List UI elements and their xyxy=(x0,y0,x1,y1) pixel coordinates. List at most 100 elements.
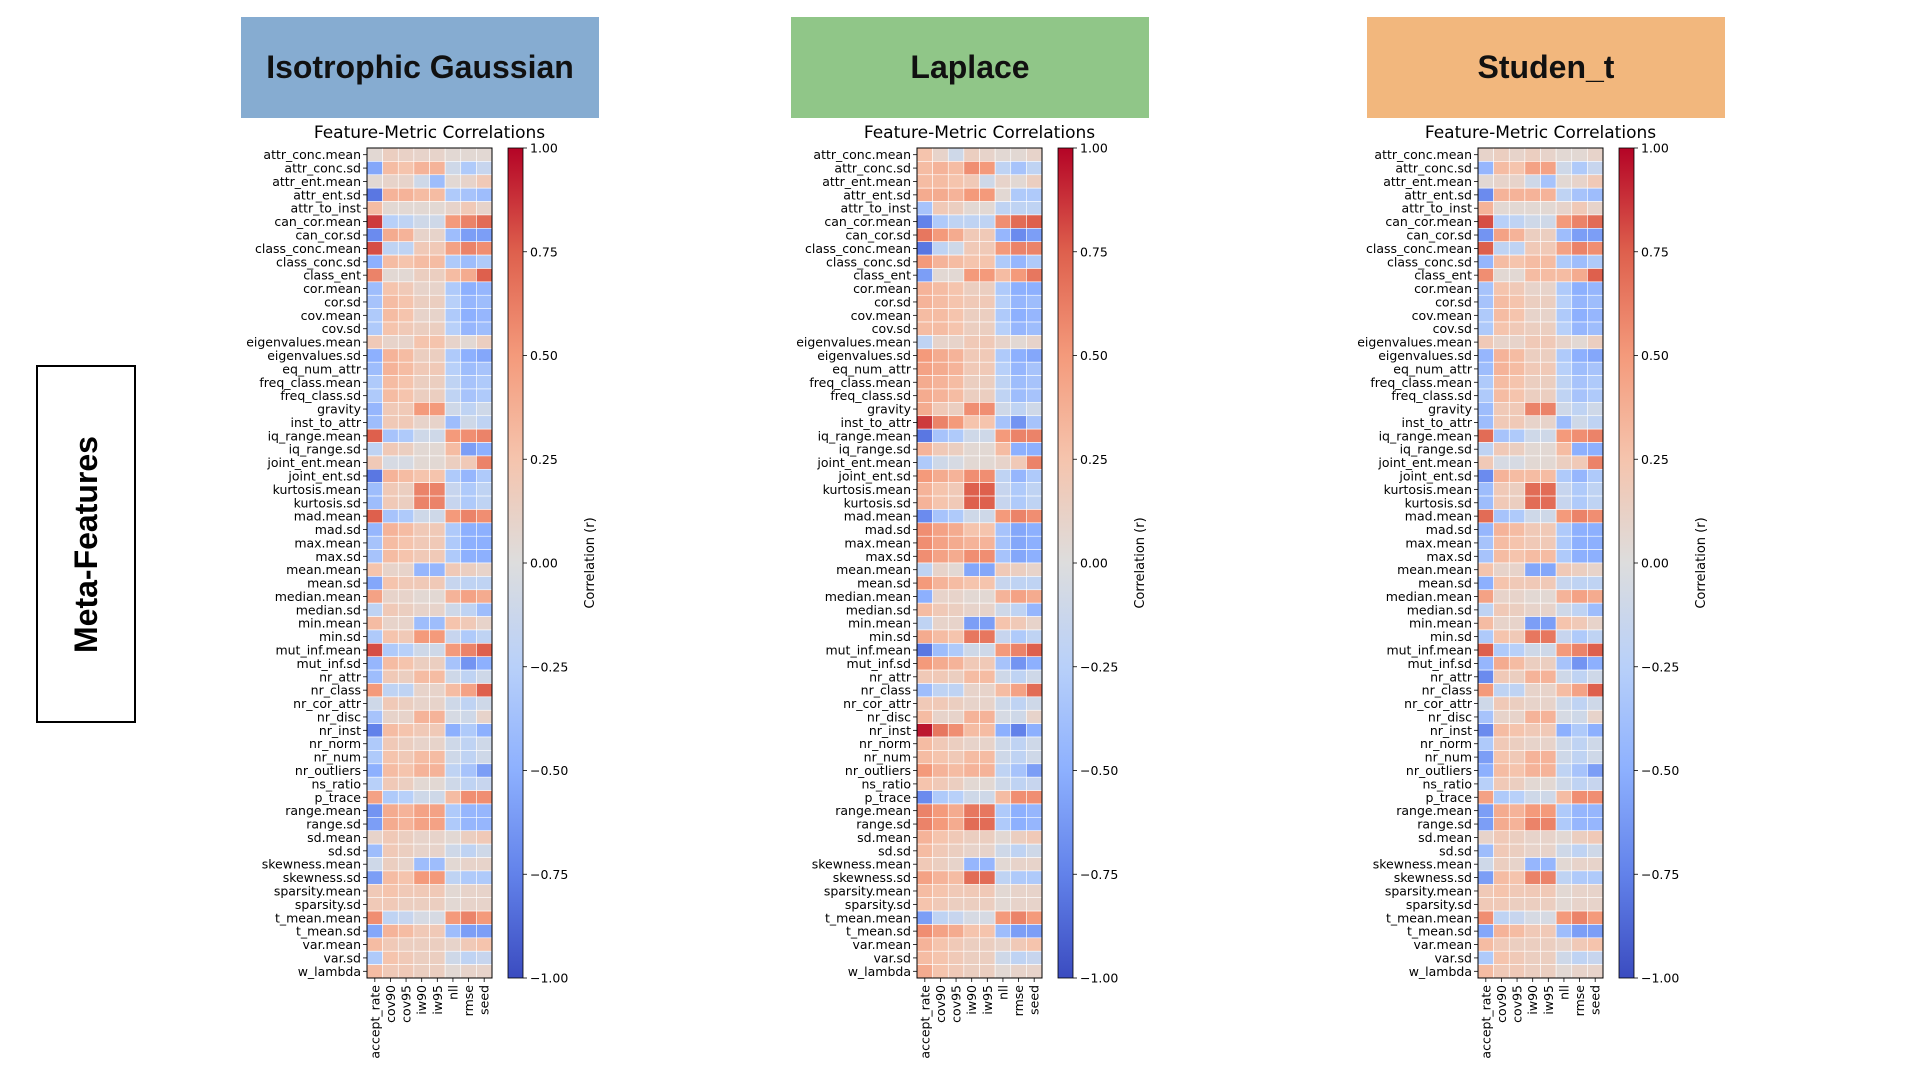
heatmap-cell xyxy=(413,509,430,524)
row-label: attr_ent.sd xyxy=(843,187,911,202)
heatmap-cell xyxy=(1493,776,1510,791)
heatmap-cell xyxy=(994,428,1012,443)
row-label: mad.sd xyxy=(315,522,361,537)
heatmap-cell xyxy=(932,857,949,872)
heatmap-cell xyxy=(1508,897,1526,912)
heatmap-cell xyxy=(460,736,477,751)
heatmap-cell xyxy=(366,361,383,376)
heatmap-cell xyxy=(382,629,399,644)
heatmap-cell xyxy=(1010,388,1027,403)
heatmap-cell xyxy=(916,495,933,510)
heatmap-cell xyxy=(1010,950,1027,965)
heatmap-cell xyxy=(947,803,965,818)
heatmap-cell xyxy=(932,964,949,979)
heatmap-cell xyxy=(1493,214,1510,229)
heatmap-cell xyxy=(1010,817,1027,832)
heatmap-cell xyxy=(366,616,383,631)
heatmap-cell xyxy=(1493,602,1510,617)
heatmap-cell xyxy=(994,348,1012,363)
heatmap-cell xyxy=(1587,589,1604,604)
heatmap-cell xyxy=(382,709,399,724)
heatmap-cell xyxy=(1010,428,1027,443)
heatmap-cell xyxy=(429,428,446,443)
heatmap-cell xyxy=(932,790,949,805)
heatmap-cell xyxy=(1026,723,1043,738)
heatmap-cell xyxy=(963,535,980,550)
row-label: attr_to_inst xyxy=(291,201,362,216)
heatmap-cell xyxy=(444,643,462,658)
heatmap-cell xyxy=(460,348,477,363)
heatmap-cell xyxy=(979,281,996,296)
heatmap-cell xyxy=(476,950,493,965)
heatmap-cell xyxy=(1508,415,1526,430)
heatmap-cell xyxy=(1493,870,1510,885)
heatmap-cell xyxy=(429,964,446,979)
heatmap-cell xyxy=(932,228,949,243)
heatmap-cell xyxy=(429,602,446,617)
heatmap-cell xyxy=(1477,616,1494,631)
row-label: can_cor.mean xyxy=(274,214,361,229)
heatmap-cell xyxy=(1555,830,1573,845)
heatmap-cell xyxy=(1555,950,1573,965)
heatmap-cell xyxy=(429,924,446,939)
heatmap-cell xyxy=(1508,321,1526,336)
heatmap-cell xyxy=(476,629,493,644)
heatmap-cell xyxy=(1524,522,1541,537)
heatmap-svg: Feature-Metric Correlationsattr_conc.mea… xyxy=(796,123,1148,1059)
heatmap-cell xyxy=(1477,843,1494,858)
heatmap-cell xyxy=(429,455,446,470)
heatmap-cell xyxy=(460,964,477,979)
heatmap-cell xyxy=(476,750,493,765)
heatmap-cell xyxy=(460,254,477,269)
heatmap-cell xyxy=(947,375,965,390)
heatmap-cell xyxy=(413,803,430,818)
heatmap-cell xyxy=(979,602,996,617)
heatmap-cell xyxy=(1010,468,1027,483)
heatmap-cell xyxy=(366,602,383,617)
heatmap-cell xyxy=(979,268,996,283)
heatmap-cell xyxy=(1524,415,1541,430)
heatmap-cell xyxy=(1508,870,1526,885)
panel-header-text: Laplace xyxy=(910,49,1030,85)
row-label: var.mean xyxy=(853,937,911,952)
heatmap-cell xyxy=(963,281,980,296)
heatmap-cell xyxy=(1010,201,1027,216)
heatmap-cell xyxy=(429,790,446,805)
heatmap-cell xyxy=(916,683,933,698)
heatmap-cell xyxy=(1524,228,1541,243)
heatmap-cell xyxy=(1508,294,1526,309)
row-label: ns_ratio xyxy=(311,776,361,791)
row-label: nr_inst xyxy=(869,723,911,738)
heatmap-cell xyxy=(916,161,933,176)
heatmap-cell xyxy=(963,482,980,497)
heatmap-cell xyxy=(1508,562,1526,577)
heatmap-cell xyxy=(1508,790,1526,805)
heatmap-cell xyxy=(1540,616,1557,631)
heatmap-cell xyxy=(979,696,996,711)
heatmap-cell xyxy=(429,830,446,845)
heatmap-cell xyxy=(1477,723,1494,738)
heatmap-cell xyxy=(963,294,980,309)
heatmap-cell xyxy=(460,629,477,644)
row-label: freq_class.mean xyxy=(809,375,911,390)
heatmap-cell xyxy=(397,643,415,658)
heatmap-cell xyxy=(916,187,933,202)
heatmap-cell xyxy=(382,254,399,269)
heatmap-cell xyxy=(1524,375,1541,390)
heatmap-cell xyxy=(916,696,933,711)
heatmap-cell xyxy=(476,924,493,939)
row-label: mean.mean xyxy=(286,562,361,577)
heatmap-cell xyxy=(476,522,493,537)
row-label: p_trace xyxy=(315,790,362,805)
heatmap-cell xyxy=(460,857,477,872)
heatmap-cell xyxy=(413,442,430,457)
heatmap-cell xyxy=(460,937,477,952)
heatmap-cell xyxy=(1571,535,1588,550)
heatmap-cell xyxy=(382,228,399,243)
heatmap-cell xyxy=(476,482,493,497)
heatmap-cell xyxy=(397,428,415,443)
heatmap-cell xyxy=(476,549,493,564)
heatmap-cell xyxy=(444,187,462,202)
heatmap-cell xyxy=(366,482,383,497)
heatmap-cell xyxy=(1587,629,1604,644)
